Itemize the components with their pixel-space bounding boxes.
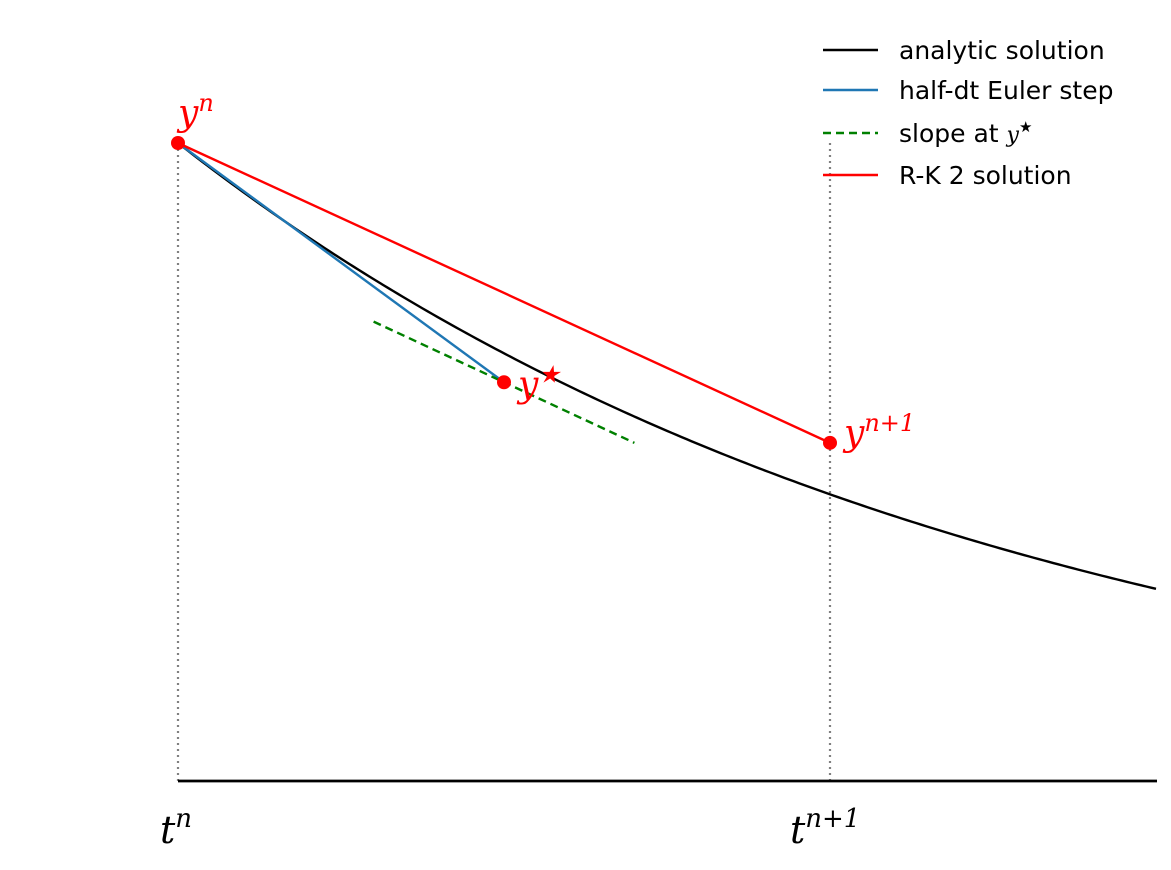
- legend-label-analytic-solution: analytic solution: [899, 36, 1105, 65]
- x-tick-label-1: tn+1: [790, 804, 860, 852]
- half-dt-euler-step-line: [177, 142, 505, 384]
- plot-series: [177, 141, 1157, 591]
- x-tick-labels: tn tn+1: [160, 804, 860, 852]
- marker-y: [497, 375, 511, 390]
- legend-label-half-dt-euler-step: half-dt Euler step: [899, 76, 1113, 105]
- analytic-solution-line: [177, 142, 1157, 591]
- r-k-2-solution-line: [177, 141, 831, 444]
- legend-label-r-k-2-solution: R-K 2 solution: [899, 161, 1072, 190]
- marker-y-n: [171, 136, 185, 150]
- marker-label-1: y★: [516, 360, 561, 405]
- marker-y-n-1: [823, 435, 837, 450]
- guide-lines: [176, 143, 832, 781]
- marker-label-2: yn+1: [842, 409, 915, 454]
- legend-label-slope-at-y: slope at y★: [899, 118, 1032, 148]
- point-markers: yn y★ yn+1: [171, 89, 915, 454]
- marker-label-0: yn: [176, 89, 214, 134]
- legend: analytic solution half-dt Euler step slope…: [823, 36, 1113, 190]
- x-tick-label-0: tn: [160, 804, 192, 852]
